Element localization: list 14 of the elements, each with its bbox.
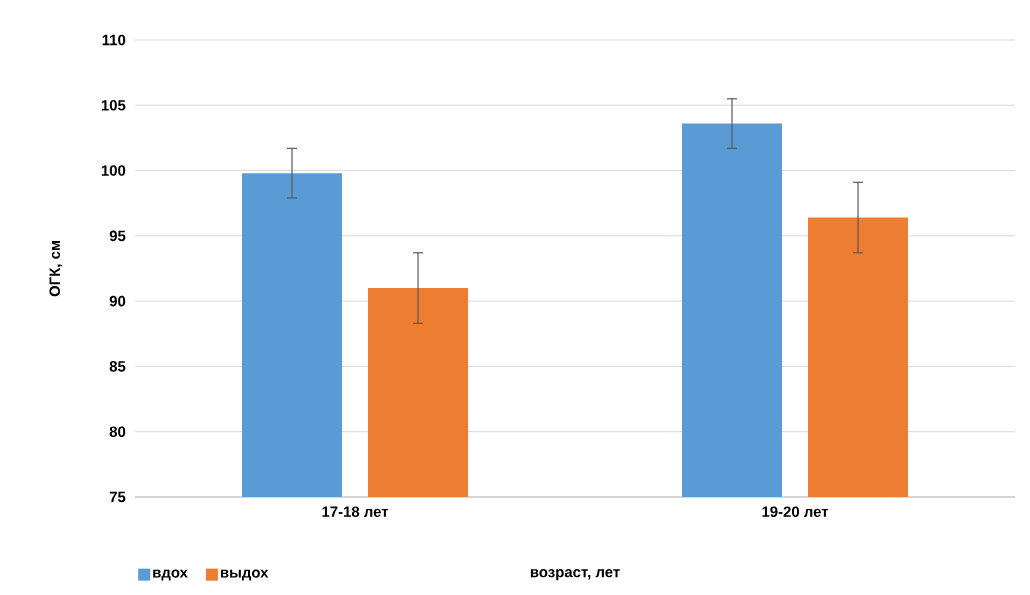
y-tick-label: 75 <box>109 491 126 503</box>
y-tick-label: 95 <box>109 230 126 242</box>
y-tick-label: 80 <box>109 426 126 437</box>
x-axis-title: возраст, лет <box>530 569 620 581</box>
y-tick-label: 85 <box>109 361 126 372</box>
y-tick-label: 110 <box>102 34 126 46</box>
legend-label: выдох <box>220 569 269 581</box>
y-tick-label: 105 <box>101 99 126 111</box>
y-axis-title: ОГК, см <box>49 241 63 297</box>
x-tick-label: 19-20 лет <box>762 506 829 517</box>
legend-label: вдох <box>153 569 188 581</box>
y-tick-label: 90 <box>109 295 126 307</box>
y-tick-label: 100 <box>101 165 126 176</box>
x-tick-label: 17-18 лет <box>322 506 389 517</box>
